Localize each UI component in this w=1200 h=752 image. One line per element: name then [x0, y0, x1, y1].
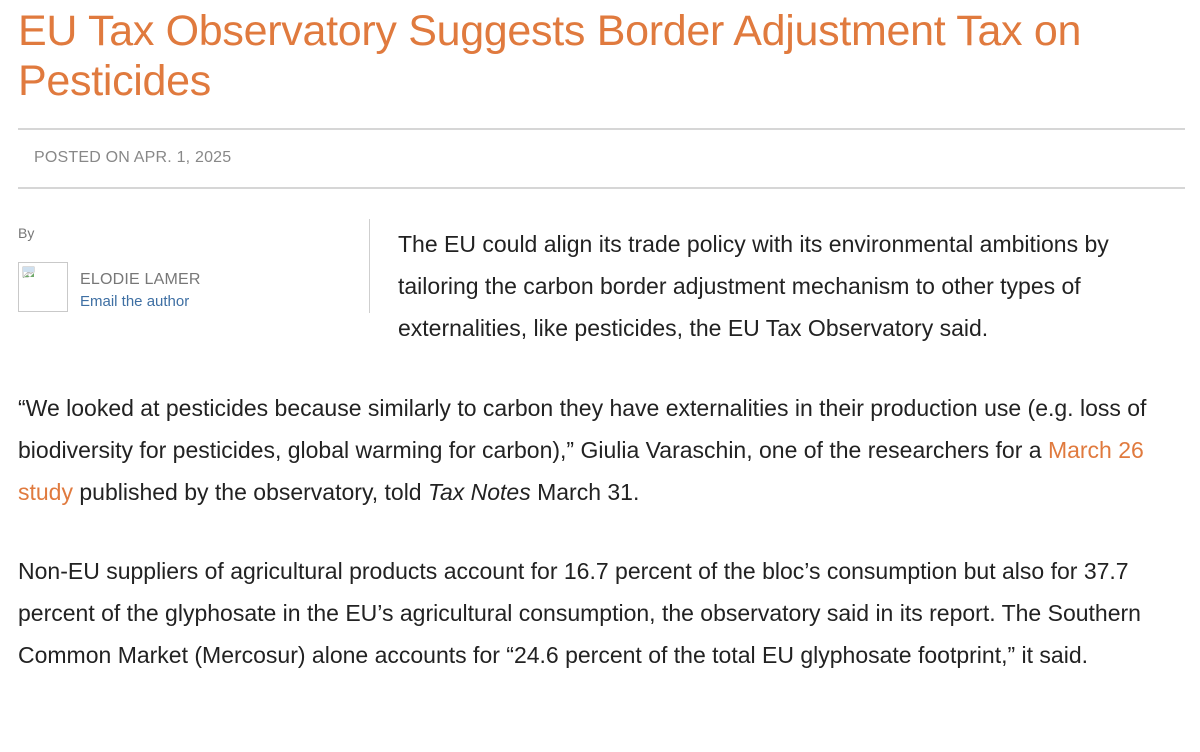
author-avatar — [18, 262, 68, 312]
article-paragraph-stats: Non-EU suppliers of agricultural product… — [18, 558, 1141, 668]
study-link[interactable]: March 26 study — [18, 437, 1144, 505]
byline-by-label: By — [18, 225, 35, 241]
header-divider-bottom — [18, 187, 1185, 189]
author-byline: By ELODIE LAMER Email the author — [18, 220, 368, 312]
broken-image-icon — [22, 266, 35, 278]
publication-name: Tax Notes — [428, 479, 531, 505]
email-author-link[interactable]: Email the author — [80, 293, 190, 310]
article-paragraph-quote: “We looked at pesticides because similar… — [18, 387, 1188, 513]
posted-date: POSTED ON APR. 1, 2025 — [34, 149, 232, 166]
paragraph-text: published by the observatory, told — [72, 479, 428, 505]
header-divider-top — [18, 128, 1185, 130]
byline-divider — [369, 219, 370, 313]
article-lede: The EU could align its trade policy with… — [398, 231, 1109, 341]
article-title: EU Tax Observatory Suggests Border Adjus… — [18, 7, 1082, 105]
paragraph-text: “We looked at pesticides because similar… — [18, 395, 1147, 463]
author-name: ELODIE LAMER — [80, 271, 201, 288]
paragraph-text: March 31. — [530, 479, 640, 505]
